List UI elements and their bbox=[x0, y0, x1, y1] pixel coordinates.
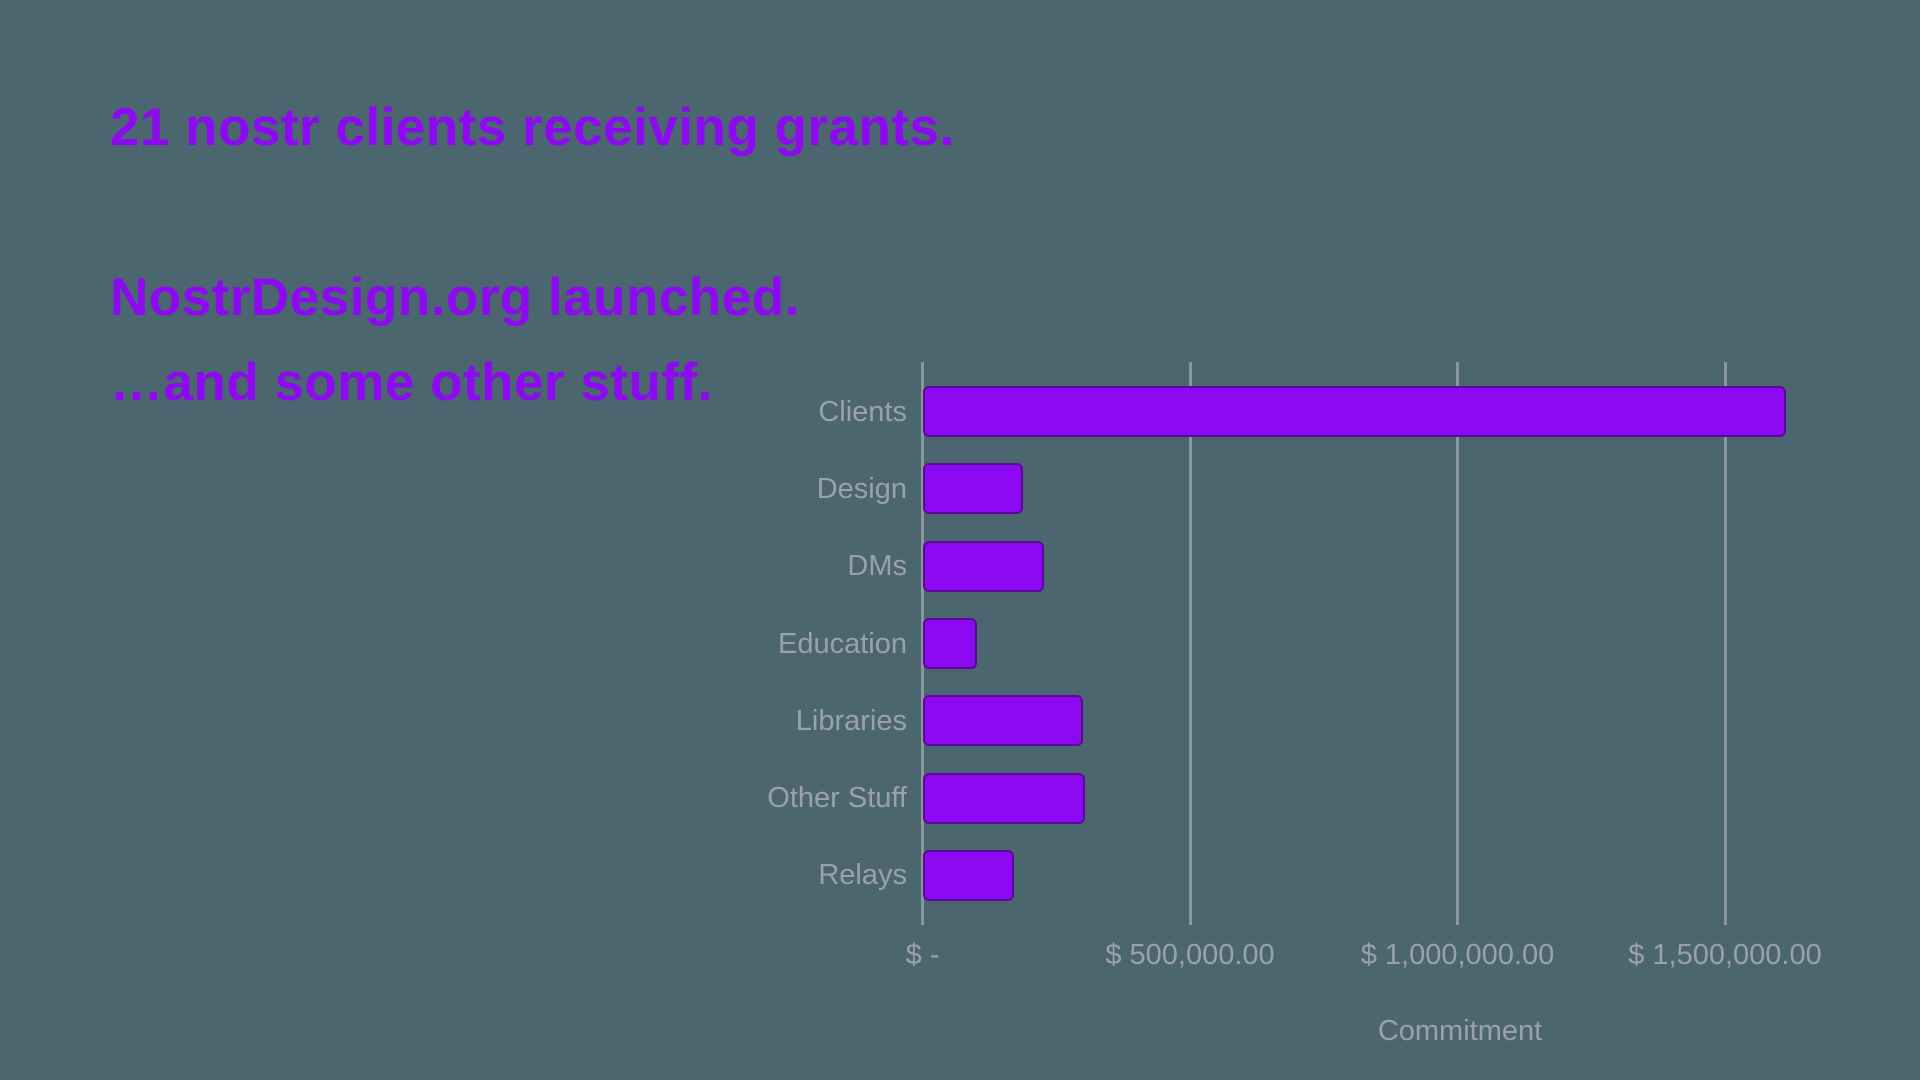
category-label: Clients bbox=[818, 395, 907, 428]
gridline bbox=[1456, 362, 1459, 925]
category-label: DMs bbox=[847, 550, 907, 583]
bar-other-stuff bbox=[923, 772, 1086, 824]
gridline bbox=[921, 362, 924, 925]
headline-line2: NostrDesign.org launched. bbox=[110, 268, 800, 327]
gridline bbox=[1188, 362, 1192, 925]
category-label: Other Stuff bbox=[767, 782, 907, 815]
bar-libraries bbox=[923, 695, 1083, 747]
x-tick-label: $ 1,500,000.00 bbox=[1628, 939, 1822, 971]
bar-clients bbox=[923, 386, 1787, 438]
headline-line3: …and some other stuff. bbox=[110, 353, 713, 412]
headline-title: 21 nostr clients receiving grants. bbox=[110, 98, 955, 157]
x-axis-title: Commitment bbox=[1377, 1015, 1543, 1047]
x-tick-label: $ 500,000.00 bbox=[1105, 939, 1275, 971]
category-label: Design bbox=[816, 472, 907, 505]
bar-relays bbox=[923, 849, 1015, 901]
x-tick-label: $ 1,000,000.00 bbox=[1360, 939, 1555, 971]
bar-design bbox=[923, 463, 1024, 515]
gridline bbox=[1723, 362, 1727, 925]
x-tick-label: $ - bbox=[905, 939, 940, 971]
bar-dms bbox=[923, 540, 1044, 592]
category-label: Education bbox=[778, 627, 907, 660]
headline-block: 21 nostr clients receiving grants. Nostr… bbox=[110, 96, 1110, 415]
bar-education bbox=[923, 618, 978, 669]
category-label: Libraries bbox=[795, 704, 907, 737]
category-label: Relays bbox=[818, 859, 907, 892]
